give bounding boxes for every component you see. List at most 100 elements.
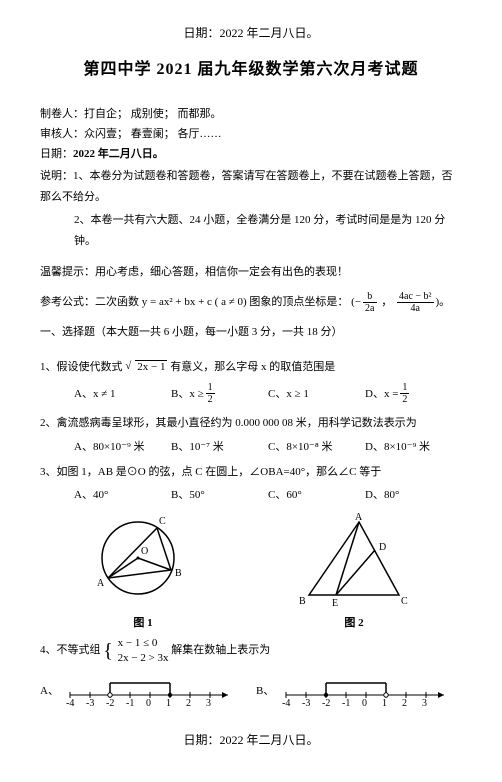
q2-stem: 2、禽流感病毒呈球形，其最小直径约为 0.000 000 08 米，用科学记数法… — [40, 413, 462, 434]
q1-rad: 2x − 1 — [135, 360, 167, 373]
vy-den: 4a — [397, 303, 434, 314]
q1-b: 有意义，那么字母 x 的取值范围是 — [170, 361, 335, 373]
svg-text:0: 0 — [146, 698, 151, 707]
q3-D: D、80° — [365, 486, 462, 502]
q4-system: x − 1 ≤ 0 2x − 2 > 3x — [118, 636, 169, 665]
q2-B: B、10⁻⁷ 米 — [171, 438, 268, 454]
q1-stem: 1、假设使代数式 2x − 1 有意义，那么字母 x 的取值范围是 — [40, 357, 462, 378]
exam-title: 第四中学 2021 届九年级数学第六次月考试题 — [40, 55, 462, 79]
fig2-E: E — [332, 598, 338, 609]
q4-eq1: x − 1 ≤ 0 — [118, 637, 158, 649]
vertex-y-frac: 4ac − b²4a — [397, 291, 434, 314]
svg-text:0: 0 — [362, 698, 367, 707]
q4-choice-A: A、 -4 -3 -2 -1 0 1 2 3 — [40, 673, 246, 707]
svg-text:-2: -2 — [106, 698, 114, 707]
q4-B-label: B、 — [256, 682, 280, 698]
q1d-den: 2 — [400, 394, 409, 405]
fig2-label: 图 2 — [289, 614, 419, 630]
part1-header: 一、选择题（本大题一共 6 小题，每一小题 3 分，一共 18 分） — [40, 322, 462, 343]
q1-a: 1、假设使代数式 — [40, 361, 123, 373]
svg-text:-4: -4 — [282, 698, 290, 707]
q2-C: C、8×10⁻⁸ 米 — [268, 438, 365, 454]
q1-B: B、x ≥ 12 — [171, 382, 268, 405]
instructions: 说明：1、本卷分为试题卷和答题卷，答案请写在答题卷上，不要在试题卷上答题，否那么… — [40, 166, 462, 208]
svg-text:-3: -3 — [86, 698, 94, 707]
meta1-names: 打自企； 成别使； 而都那。 — [84, 108, 222, 120]
formula-body: y = ax² + bx + c ( a ≠ 0) 图象的顶点坐标是： — [142, 296, 349, 308]
meta3-value: 2022 年二月八日。 — [73, 148, 164, 160]
meta2-names: 众闪壹； 春壹阑； 各厅…… — [84, 128, 222, 140]
svg-text:2: 2 — [402, 698, 407, 707]
svg-text:3: 3 — [206, 698, 211, 707]
q1b-num: 1 — [206, 382, 215, 394]
svg-text:-3: -3 — [302, 698, 310, 707]
meta2-label: 审核人： — [40, 128, 84, 140]
fig2-svg: A B C D E — [289, 510, 419, 610]
instr-1: 1、本卷分为试题卷和答题卷，答案请写在答题卷上，不要在试题卷上答题，否那么不给分… — [40, 170, 453, 203]
instr-2: 2、本卷一共有六大题、24 小题，全卷满分是 120 分，考试时间是是为 120… — [74, 210, 462, 252]
fig1-svg: O A B C — [83, 510, 203, 610]
q1-A: A、x ≠ 1 — [74, 385, 171, 401]
q4-stem: 4、不等式组 { x − 1 ≤ 0 2x − 2 > 3x 解集在数轴上表示为 — [40, 636, 462, 665]
q2-A: A、80×10⁻⁹ 米 — [74, 438, 171, 454]
q3-choices: A、40° B、50° C、60° D、80° — [74, 486, 462, 502]
q3-B: B、50° — [171, 486, 268, 502]
svg-text:2: 2 — [186, 698, 191, 707]
meta-line-1: 制卷人：打自企； 成别使； 而都那。 — [40, 105, 462, 125]
svg-text:-2: -2 — [322, 698, 330, 707]
fig1-C: C — [159, 516, 166, 527]
meta3-label: 日期： — [40, 148, 73, 160]
formula-line: 参考公式：二次函数 y = ax² + bx + c ( a ≠ 0) 图象的顶… — [40, 291, 462, 314]
fig1-O: O — [141, 546, 148, 557]
q3-A: A、40° — [74, 486, 171, 502]
q3-C: C、60° — [268, 486, 365, 502]
brace-icon: { — [103, 642, 113, 660]
q3-figures: O A B C 图 1 A B C D E 图 2 — [40, 510, 462, 630]
q4-eq2: 2x − 2 > 3x — [118, 652, 169, 664]
fig1-B: B — [175, 568, 182, 579]
vy-num: 4ac − b² — [397, 291, 434, 303]
numberline-A: -4 -3 -2 -1 0 1 2 3 — [64, 673, 234, 707]
q4-choice-B: B、 -4-3-2-10123 — [256, 673, 462, 707]
q3-stem: 3、如图 1，AB 是⊙O 的弦，点 C 在圆上，∠OBA=40°，那么∠C 等… — [40, 462, 462, 483]
fig1-wrap: O A B C 图 1 — [83, 510, 203, 630]
fig2-C: C — [401, 596, 408, 607]
q2-choices: A、80×10⁻⁹ 米 B、10⁻⁷ 米 C、8×10⁻⁸ 米 D、8×10⁻⁹… — [74, 438, 462, 454]
q1-B-prefix: B、x ≥ — [171, 385, 204, 401]
meta-line-2: 审核人：众闪壹； 春壹阑； 各厅…… — [40, 125, 462, 145]
q4-b: 解集在数轴上表示为 — [171, 644, 270, 656]
meta-line-3: 日期：2022 年二月八日。 — [40, 145, 462, 165]
svg-text:-4: -4 — [66, 698, 74, 707]
q1d-num: 1 — [400, 382, 409, 394]
fig1-A: A — [97, 578, 105, 589]
q1-B-frac: 12 — [206, 382, 215, 405]
q1-C: C、x ≥ 1 — [268, 385, 365, 401]
fig2-wrap: A B C D E 图 2 — [289, 510, 419, 630]
q4-a: 4、不等式组 — [40, 644, 101, 656]
q1b-den: 2 — [206, 394, 215, 405]
svg-text:-1: -1 — [342, 698, 350, 707]
q1-choices: A、x ≠ 1 B、x ≥ 12 C、x ≥ 1 D、x = 12 — [74, 382, 462, 405]
fig2-A: A — [355, 512, 363, 523]
vx-den: 2a — [363, 303, 376, 314]
svg-text:1: 1 — [382, 698, 387, 707]
q1-D-prefix: D、x = — [365, 385, 398, 401]
vertex-x-frac: b2a — [363, 291, 376, 314]
fig2-D: D — [379, 542, 386, 553]
q2-D: D、8×10⁻⁹ 米 — [365, 438, 462, 454]
svg-text:1: 1 — [166, 698, 171, 707]
formula-label: 参考公式：二次函数 — [40, 296, 142, 308]
q4-A-label: A、 — [40, 682, 64, 698]
fig1-label: 图 1 — [83, 614, 203, 630]
instr-lead: 说明： — [40, 170, 73, 182]
tip: 温馨提示：用心考虑，细心答题，相信你一定会有出色的表现！ — [40, 262, 462, 283]
fig2-B: B — [299, 596, 306, 607]
meta1-label: 制卷人： — [40, 108, 84, 120]
q1-D: D、x = 12 — [365, 382, 462, 405]
vx-num: b — [363, 291, 376, 303]
svg-text:-1: -1 — [126, 698, 134, 707]
q1-D-frac: 12 — [400, 382, 409, 405]
numberline-B: -4-3-2-10123 — [280, 673, 450, 707]
sqrt-icon: 2x − 1 — [125, 357, 167, 378]
top-date: 日期：2022 年二月八日。 — [40, 24, 462, 41]
